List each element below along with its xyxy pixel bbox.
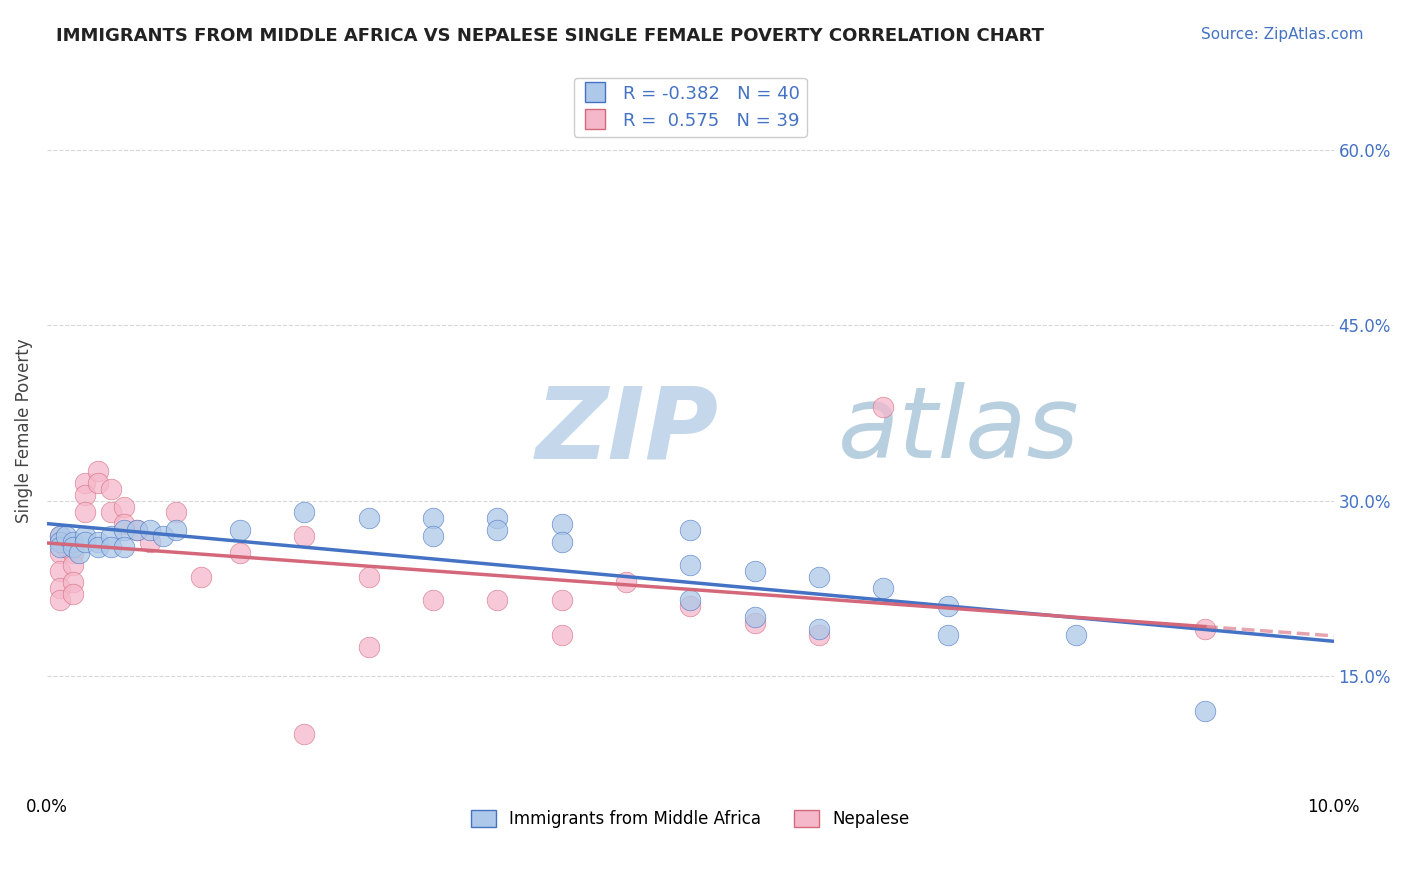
Point (67, 546, 90, 560)
Point (62, 587, 84, 601)
Point (49, 581, 72, 595)
Point (550, 534, 572, 549)
Point (87, 465, 110, 479)
Point (55, 541, 77, 555)
Point (100, 505, 122, 519)
Point (75, 505, 97, 519)
Point (486, 523, 509, 537)
Point (679, 523, 702, 537)
Point (292, 529, 315, 543)
Text: IMMIGRANTS FROM MIDDLE AFRICA VS NEPALESE SINGLE FEMALE POVERTY CORRELATION CHAR: IMMIGRANTS FROM MIDDLE AFRICA VS NEPALES… (56, 27, 1045, 45)
Point (165, 505, 187, 519)
Point (165, 523, 187, 537)
Point (357, 640, 380, 654)
Point (807, 622, 830, 636)
Legend: Immigrants from Middle Africa, Nepalese: Immigrants from Middle Africa, Nepalese (464, 804, 917, 835)
Point (292, 505, 315, 519)
Point (292, 727, 315, 741)
Point (679, 558, 702, 572)
Point (422, 593, 444, 607)
Point (87, 476, 110, 491)
Text: Source: ZipAtlas.com: Source: ZipAtlas.com (1201, 27, 1364, 42)
Point (614, 575, 637, 590)
Point (62, 541, 84, 555)
Point (1194, 704, 1216, 718)
Point (422, 529, 444, 543)
Point (679, 593, 702, 607)
Point (62, 558, 84, 572)
Point (807, 569, 830, 583)
Point (229, 523, 252, 537)
Point (357, 511, 380, 525)
Point (550, 593, 572, 607)
Point (1194, 622, 1216, 636)
Point (75, 476, 97, 491)
Point (62, 546, 84, 560)
Point (75, 534, 97, 549)
Point (112, 500, 135, 514)
Text: ZIP: ZIP (536, 382, 718, 479)
Point (936, 599, 959, 613)
Point (112, 541, 135, 555)
Point (49, 529, 72, 543)
Point (872, 581, 894, 595)
Point (49, 534, 72, 549)
Point (550, 516, 572, 531)
Point (49, 546, 72, 560)
Point (744, 610, 766, 624)
Point (357, 569, 380, 583)
Point (550, 628, 572, 642)
Point (744, 616, 766, 631)
Point (100, 482, 122, 496)
Point (62, 575, 84, 590)
Point (49, 534, 72, 549)
Point (125, 523, 148, 537)
Point (486, 593, 509, 607)
Point (679, 599, 702, 613)
Point (62, 534, 84, 549)
Point (422, 511, 444, 525)
Point (872, 401, 894, 415)
Point (75, 529, 97, 543)
Point (807, 628, 830, 642)
Point (152, 529, 174, 543)
Point (229, 546, 252, 560)
Point (139, 523, 162, 537)
Point (112, 516, 135, 531)
Point (49, 541, 72, 555)
Point (744, 564, 766, 578)
Point (75, 488, 97, 502)
Point (49, 529, 72, 543)
Point (49, 564, 72, 578)
Point (49, 593, 72, 607)
Point (486, 511, 509, 525)
Point (55, 529, 77, 543)
Point (125, 523, 148, 537)
Point (139, 534, 162, 549)
Text: atlas: atlas (838, 382, 1080, 479)
Point (112, 523, 135, 537)
Point (100, 541, 122, 555)
Y-axis label: Single Female Poverty: Single Female Poverty (15, 338, 32, 523)
Point (100, 529, 122, 543)
Point (87, 534, 110, 549)
Point (1064, 628, 1087, 642)
Point (936, 628, 959, 642)
Point (87, 541, 110, 555)
Point (190, 569, 212, 583)
